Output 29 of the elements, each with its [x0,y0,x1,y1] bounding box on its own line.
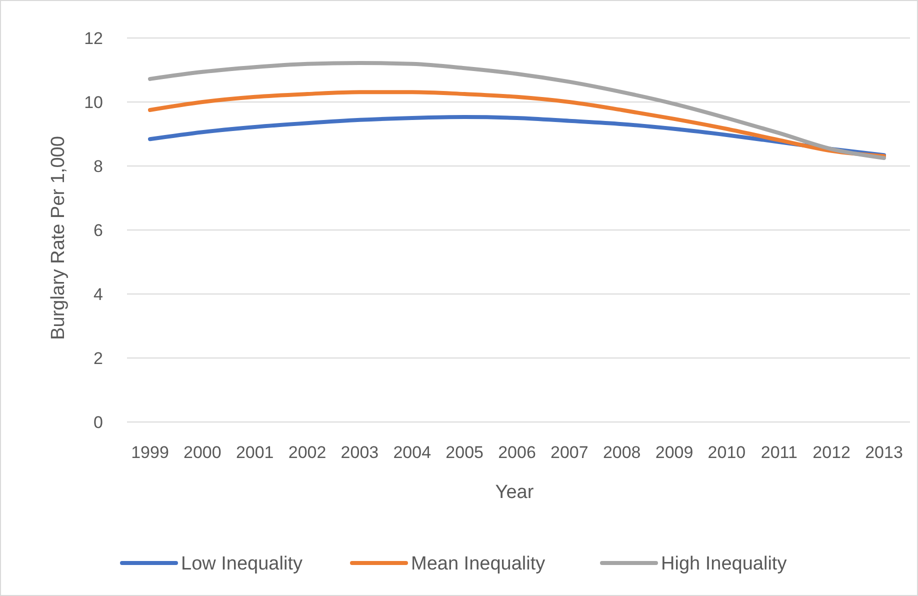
y-tick-label: 0 [94,412,103,432]
x-tick-label: 2006 [498,443,536,462]
x-tick-label: 2012 [812,443,850,462]
x-tick-label: 2003 [340,443,379,462]
x-tick-label: 2011 [760,443,798,462]
y-tick-label: 2 [94,348,103,368]
y-tick-label: 10 [84,92,103,112]
y-tick-label: 4 [94,284,103,304]
x-axis-title: Year [495,482,534,503]
x-tick-label: 1999 [131,443,169,462]
x-tick-label: 2005 [446,443,484,462]
x-tick-label: 2010 [708,443,746,462]
x-tick-label: 2009 [655,443,694,462]
x-tick-label: 2001 [236,443,274,462]
legend-label: Mean Inequality [411,554,546,575]
x-tick-label: 2004 [393,443,432,462]
y-axis-title: Burglary Rate Per 1,000 [48,136,69,340]
legend-label: Low Inequality [181,554,303,575]
legend-label: High Inequality [661,554,788,575]
x-tick-label: 2007 [550,443,588,462]
x-tick-label: 2002 [288,443,326,462]
x-tick-label: 2000 [184,443,222,462]
y-tick-label: 6 [94,220,103,240]
y-tick-label: 8 [94,156,103,176]
y-tick-label: 12 [84,28,103,48]
line-series [148,60,886,160]
line-series [148,90,886,158]
x-tick-label: 2008 [602,443,641,462]
x-tick-label: 2013 [865,443,903,462]
